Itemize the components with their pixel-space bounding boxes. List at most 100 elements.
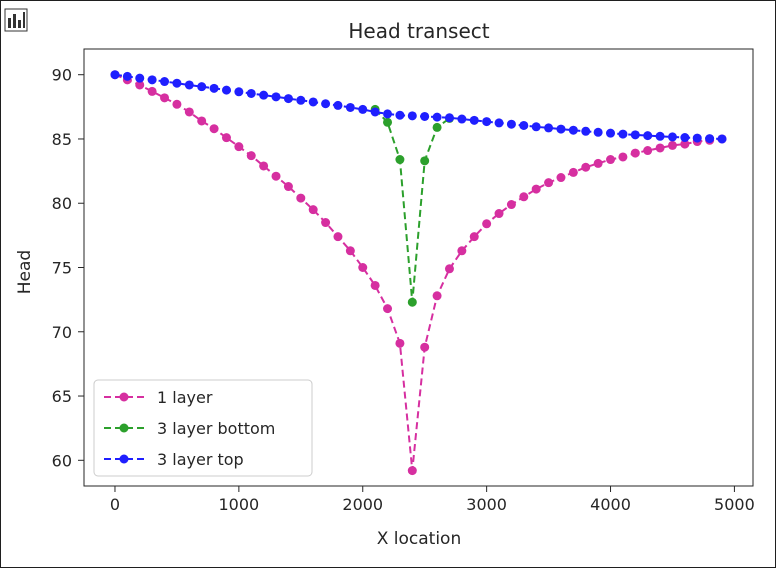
series-3-point <box>172 78 182 88</box>
legend-swatch-dot <box>119 392 129 402</box>
series-3-point <box>506 119 516 129</box>
series-1-point <box>271 171 281 181</box>
series-3-point <box>197 82 207 92</box>
series-3-point <box>308 97 318 107</box>
bar-chart-icon[interactable] <box>4 8 28 32</box>
series-1-point <box>494 209 504 219</box>
series-1-point <box>197 116 207 126</box>
series-1-point <box>593 158 603 168</box>
series-2-point <box>383 117 393 127</box>
series-1-point <box>655 143 665 153</box>
series-3-point <box>717 134 727 144</box>
series-1-point <box>630 148 640 158</box>
series-3-point <box>482 117 492 127</box>
series-2-point <box>407 297 417 307</box>
x-tick-label: 4000 <box>590 495 631 514</box>
series-1-point <box>246 151 256 161</box>
series-3-point <box>370 107 380 117</box>
series-3-point <box>345 102 355 112</box>
series-3-point <box>667 132 677 142</box>
legend-label: 3 layer bottom <box>157 419 275 438</box>
series-3-point <box>184 80 194 90</box>
series-3-point <box>581 126 591 136</box>
series-1-point <box>556 173 566 183</box>
series-3-point <box>420 111 430 121</box>
series-3-point <box>122 71 132 81</box>
series-3-point <box>383 109 393 119</box>
series-1-point <box>531 184 541 194</box>
series-1-point <box>395 338 405 348</box>
series-3-point <box>494 118 504 128</box>
series-3-point <box>655 131 665 141</box>
series-3-point <box>643 131 653 141</box>
series-3-point <box>630 130 640 140</box>
series-1-point <box>383 304 393 314</box>
y-tick-label: 60 <box>52 451 72 470</box>
legend-swatch-dot <box>119 454 129 464</box>
series-3-point <box>333 100 343 110</box>
series-1-point <box>444 264 454 274</box>
series-3-point <box>469 115 479 125</box>
series-3-point <box>692 133 702 143</box>
series-3-point <box>395 110 405 120</box>
series-1-point <box>568 167 578 177</box>
series-3-point <box>283 94 293 104</box>
x-tick-label: 5000 <box>714 495 755 514</box>
series-1-point <box>296 193 306 203</box>
series-1-point <box>308 205 318 215</box>
series-1-point <box>482 219 492 229</box>
x-tick-label: 1000 <box>219 495 260 514</box>
series-3-point <box>358 104 368 114</box>
series-1-point <box>147 86 157 96</box>
series-3-point <box>593 127 603 137</box>
y-axis-label: Head <box>15 250 35 294</box>
series-1-point <box>259 161 269 171</box>
series-3-point <box>209 83 219 93</box>
series-1-point <box>618 152 628 162</box>
series-1-point <box>209 124 219 134</box>
series-1-point <box>321 218 331 228</box>
series-1-point <box>184 107 194 117</box>
series-3-point <box>531 122 541 132</box>
x-tick-label: 0 <box>110 495 120 514</box>
series-3-point <box>246 88 256 98</box>
series-3-point <box>271 92 281 102</box>
series-1-point <box>172 99 182 109</box>
series-2-point <box>432 122 442 132</box>
series-3-point <box>221 85 231 95</box>
series-3-point <box>296 95 306 105</box>
series-3-point <box>544 123 554 133</box>
y-tick-label: 70 <box>52 323 72 342</box>
y-tick-label: 65 <box>52 387 72 406</box>
series-3-point <box>519 120 529 130</box>
series-1-point <box>160 93 170 103</box>
series-1-point <box>407 466 417 476</box>
series-3-point <box>407 111 417 121</box>
legend-label: 3 layer top <box>157 450 244 469</box>
x-tick-label: 2000 <box>342 495 383 514</box>
y-tick-label: 75 <box>52 259 72 278</box>
series-3-point <box>321 99 331 109</box>
series-3-point <box>160 77 170 87</box>
legend-swatch-dot <box>119 423 129 433</box>
series-3-point <box>147 75 157 85</box>
series-2-point <box>420 156 430 166</box>
series-1-point <box>519 192 529 202</box>
series-3-point <box>457 114 467 124</box>
series-3-point <box>680 133 690 143</box>
series-3-point <box>444 113 454 123</box>
series-1-point <box>234 142 244 152</box>
series-3-point <box>234 87 244 97</box>
series-1-point <box>135 80 145 90</box>
series-1-point <box>358 263 368 272</box>
series-3-point <box>110 70 120 80</box>
series-2-point <box>395 155 405 165</box>
series-line-2 <box>374 108 451 303</box>
series-1-point <box>643 146 653 156</box>
series-1-point <box>506 200 516 210</box>
y-tick-label: 80 <box>52 194 72 213</box>
legend-label: 1 layer <box>157 388 213 407</box>
x-tick-label: 3000 <box>466 495 507 514</box>
legend-box <box>93 379 313 477</box>
